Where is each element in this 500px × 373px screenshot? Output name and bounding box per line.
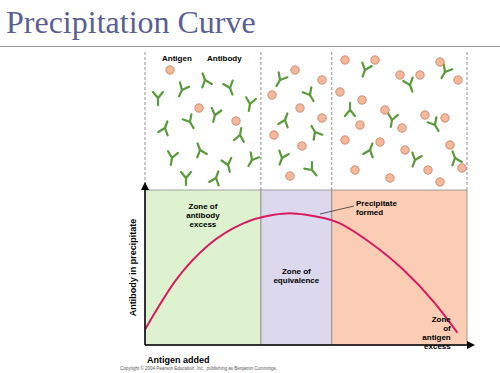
- svg-text:Zone ofantibodyexcess: Zone ofantibodyexcess: [186, 202, 220, 229]
- svg-text:Antibody: Antibody: [207, 54, 242, 63]
- svg-text:Copyright © 2004 Pearson Educa: Copyright © 2004 Pearson Education, Inc.…: [120, 365, 277, 371]
- html-text:Precipitation Curve: Precipitation Curve: [6, 4, 256, 40]
- svg-text:Zone ofequivalence: Zone ofequivalence: [273, 267, 319, 285]
- svg-text:Zoneofantigenexcess: Zoneofantigenexcess: [422, 315, 451, 351]
- svg-text:Antibody in precipitate: Antibody in precipitate: [128, 219, 138, 317]
- svg-text:Precipitateformed: Precipitateformed: [356, 199, 397, 217]
- svg-text:Antigen: Antigen: [162, 54, 192, 63]
- svg-text:Antigen added: Antigen added: [147, 355, 210, 365]
